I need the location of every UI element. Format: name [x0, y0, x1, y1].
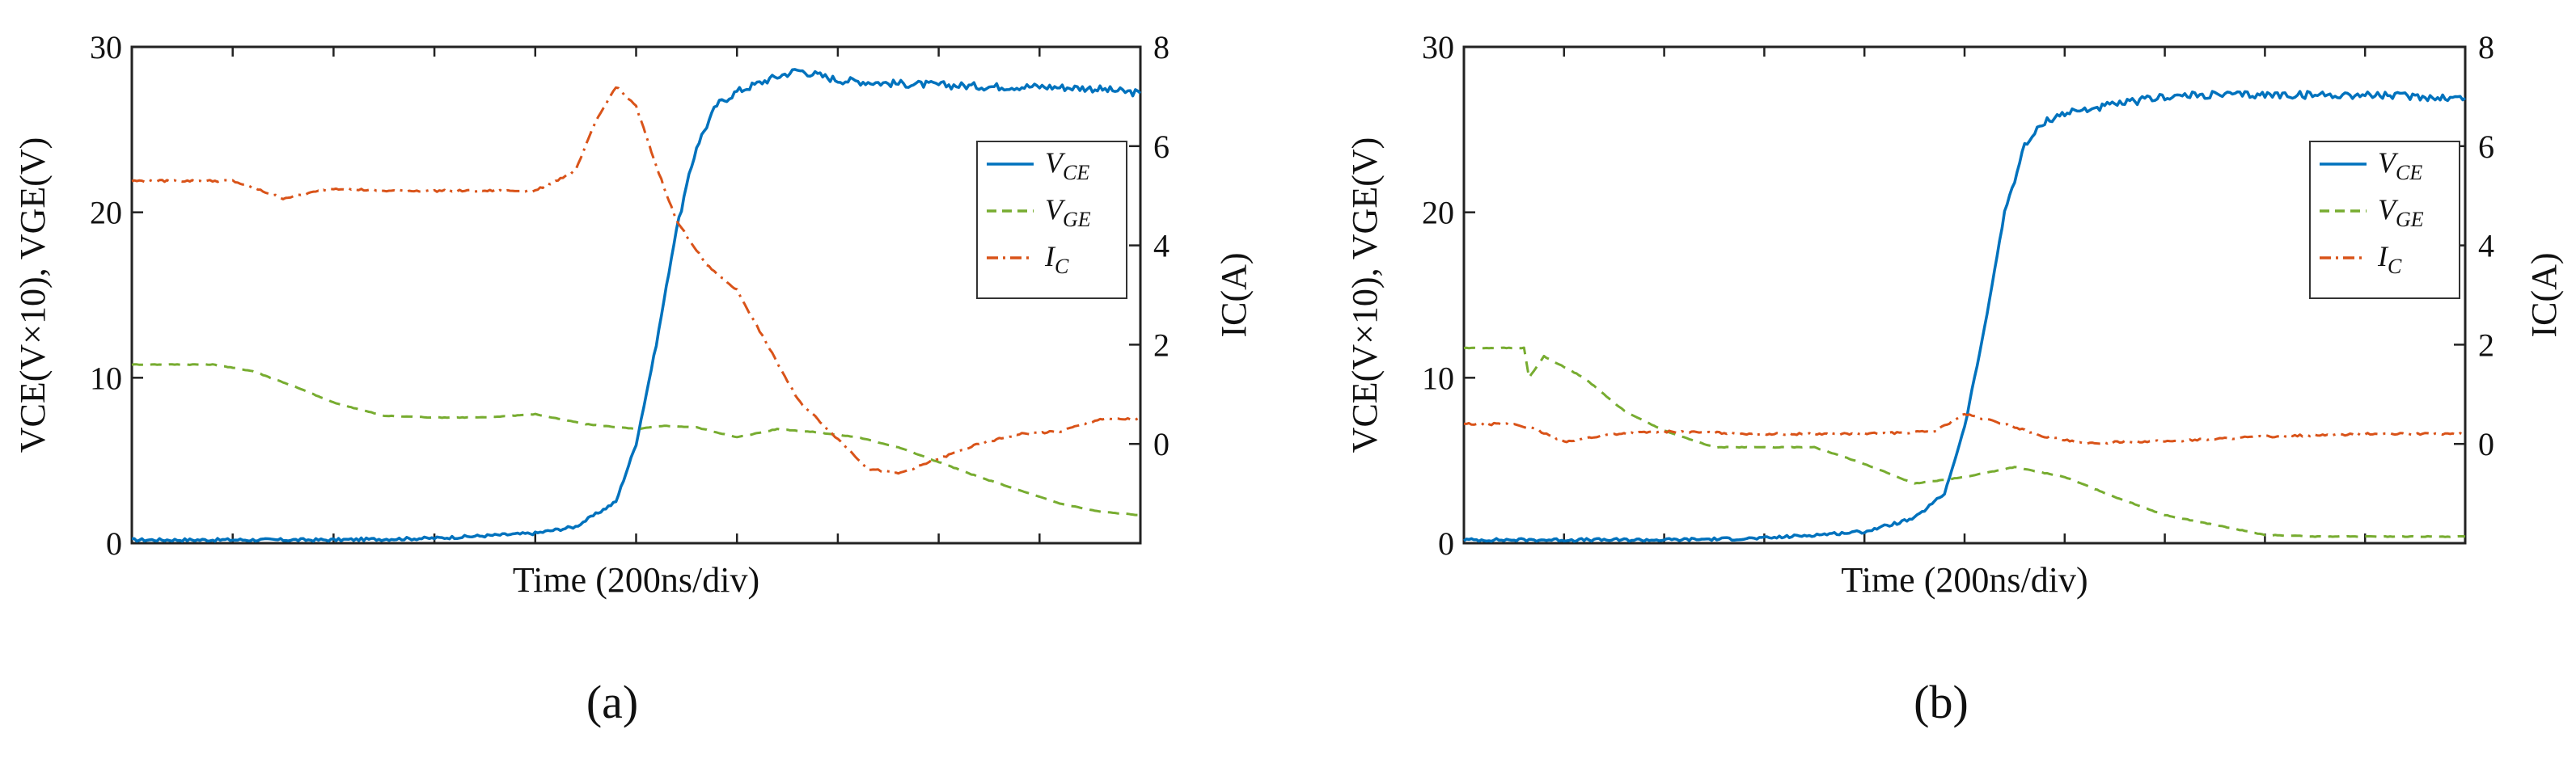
legend: VCE VGE IC — [2309, 141, 2460, 299]
y-left-axis-title: VCE(V×10), VGE(V) — [1345, 137, 1385, 453]
y-right-tick-label: 6 — [2478, 129, 2494, 165]
y-right-tick-label: 6 — [1153, 129, 1170, 165]
legend-label-ic: IC — [1044, 240, 1069, 278]
legend-label-ic: IC — [2377, 240, 2402, 278]
legend-label-vce: VCE — [2378, 146, 2422, 184]
series-line-vce — [1462, 90, 2466, 543]
y-right-tick-label: 8 — [1153, 29, 1170, 65]
y-left-tick-label: 30 — [1422, 29, 1454, 65]
y-right-tick-label: 4 — [2478, 228, 2494, 264]
y-left-tick-label: 20 — [1422, 195, 1454, 231]
y-left-tick-label: 0 — [1438, 525, 1454, 562]
series-line-vge — [1463, 346, 2466, 538]
y-right-axis-title: IC(A) — [2524, 252, 2564, 337]
chart-panel-a: 0 10 20 30 0 2 4 6 8 VCE VGE IC Time (200ns/div) VCE(… — [13, 29, 1254, 728]
series-line-ic — [131, 86, 1141, 475]
y-left-axis-title: VCE(V×10), VGE(V) — [13, 137, 53, 453]
y-left-tick-label: 10 — [90, 360, 122, 396]
panel-label: (b) — [1914, 676, 1969, 728]
y-left-tick-label: 30 — [90, 29, 122, 65]
y-right-axis-title: IC(A) — [1214, 252, 1254, 337]
y-right-tick-label: 8 — [2478, 29, 2494, 65]
y-right-tick-label: 2 — [2478, 327, 2494, 363]
x-axis-title: Time (200ns/div) — [513, 560, 759, 600]
legend-label-vge: VGE — [2378, 193, 2424, 231]
legend-box — [2309, 141, 2460, 299]
y-right-tick-label: 2 — [1153, 327, 1170, 363]
y-left-tick-label: 20 — [90, 195, 122, 231]
legend: VCE VGE IC — [976, 141, 1127, 299]
legend-label-vce: VCE — [1045, 146, 1089, 184]
panel-label: (a) — [586, 676, 638, 728]
y-right-tick-label: 4 — [1153, 228, 1170, 264]
series-line-vce — [131, 68, 1142, 543]
y-right-tick-label: 0 — [2478, 426, 2494, 462]
chart-panel-b: 0 10 20 30 0 2 4 6 8 VCE VGE IC Time (200ns/div) VCE(… — [1345, 29, 2564, 728]
series-line-ic — [1463, 412, 2466, 445]
series-line-vge — [131, 363, 1141, 517]
y-left-tick-label: 0 — [106, 525, 122, 562]
legend-box — [976, 141, 1127, 299]
y-right-tick-label: 0 — [1153, 426, 1170, 462]
x-axis-title: Time (200ns/div) — [1841, 560, 2087, 600]
legend-label-vge: VGE — [1045, 193, 1091, 231]
y-left-tick-label: 10 — [1422, 360, 1454, 396]
